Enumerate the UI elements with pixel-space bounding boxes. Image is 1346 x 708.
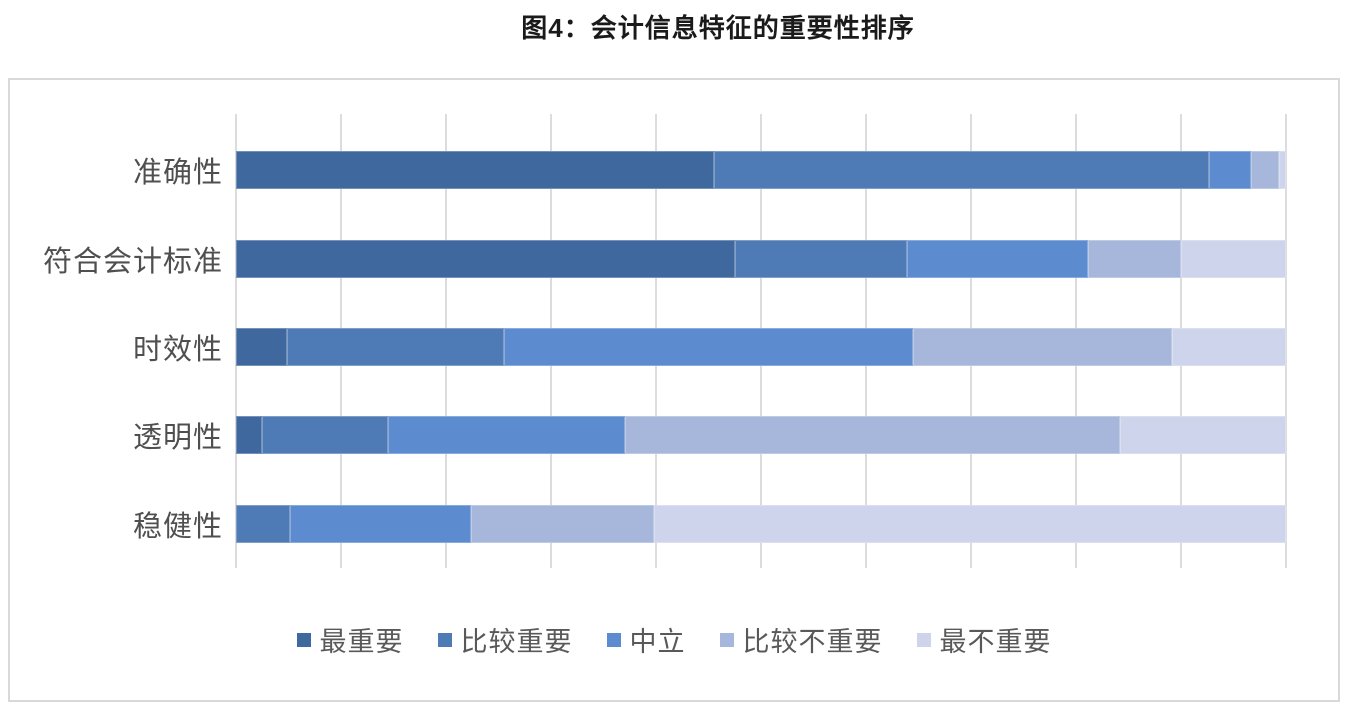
category-label: 时效性	[132, 333, 223, 366]
bar-row: 稳健性	[133, 480, 1286, 568]
legend-item: 中立	[606, 620, 686, 659]
bar-segment	[1171, 327, 1286, 366]
legend-swatch-icon	[606, 632, 621, 647]
category-label: 准确性	[132, 157, 223, 190]
legend-item: 比较不重要	[719, 620, 883, 659]
bar-segment	[1278, 151, 1286, 190]
category-label: 符合会计标准	[42, 245, 223, 278]
bar-row: 符合会计标准	[43, 214, 1286, 302]
bar-segment	[287, 327, 504, 366]
bar-segment	[289, 504, 472, 543]
bar-segment	[1180, 239, 1286, 278]
bar-segment	[388, 416, 625, 455]
legend-label: 最重要	[319, 627, 404, 657]
legend-item: 最重要	[296, 620, 404, 659]
category-label: 稳健性	[132, 510, 223, 543]
bar-segment	[1120, 416, 1286, 455]
bar-segment	[262, 416, 389, 455]
bar-segment	[236, 416, 263, 455]
bar-row: 透明性	[133, 391, 1286, 479]
bar-track	[236, 239, 1286, 278]
bar-track	[236, 416, 1286, 455]
chart-title: 图4：会计信息特征的重要性排序	[521, 13, 915, 43]
plot-area: 准确性符合会计标准时效性透明性稳健性	[43, 114, 1287, 568]
bar-segment	[734, 239, 907, 278]
bar-segment	[1251, 151, 1279, 190]
legend-swatch-icon	[296, 632, 311, 647]
bar-segment	[503, 327, 914, 366]
legend-item: 最不重要	[916, 620, 1052, 659]
bar-track	[236, 327, 1286, 366]
legend-label: 中立	[629, 627, 686, 657]
bar-segment	[906, 239, 1088, 278]
bar-segment	[236, 239, 735, 278]
legend-label: 最不重要	[939, 627, 1052, 657]
bar-row: 时效性	[133, 303, 1286, 391]
gridline	[1285, 114, 1287, 568]
bar-segment	[236, 327, 288, 366]
bar-row: 准确性	[133, 126, 1286, 214]
bar-segment	[1087, 239, 1181, 278]
legend-swatch-icon	[437, 632, 452, 647]
bar-segment	[624, 416, 1121, 455]
bar-segment	[236, 151, 714, 190]
legend-item: 比较重要	[437, 620, 573, 659]
legend-label: 比较重要	[460, 627, 573, 657]
bar-segment	[713, 151, 1210, 190]
bar-segment	[1209, 151, 1252, 190]
bar-track	[236, 151, 1286, 190]
chart-frame: 准确性符合会计标准时效性透明性稳健性 最重要 比较重要 中立 比较不重要 最不重要	[8, 78, 1340, 702]
bar-track	[236, 504, 1286, 543]
category-label: 透明性	[132, 422, 223, 455]
bar-segment	[236, 504, 290, 543]
legend-label: 比较不重要	[742, 627, 883, 657]
bar-segment	[471, 504, 654, 543]
bar-segment	[653, 504, 1286, 543]
legend-swatch-icon	[916, 632, 931, 647]
legend: 最重要 比较重要 中立 比较不重要 最不重要	[10, 620, 1338, 659]
bar-segment	[913, 327, 1172, 366]
legend-swatch-icon	[719, 632, 734, 647]
